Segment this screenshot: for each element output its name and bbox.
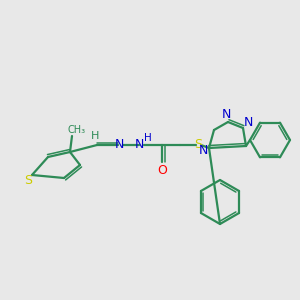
Text: N: N [134,139,144,152]
Text: O: O [157,164,167,176]
Text: S: S [24,173,32,187]
Text: N: N [198,143,208,157]
Text: S: S [194,137,202,151]
Text: N: N [243,116,253,130]
Text: H: H [91,131,99,141]
Text: CH₃: CH₃ [68,125,86,135]
Text: N: N [114,139,124,152]
Text: N: N [221,109,231,122]
Text: H: H [144,133,152,143]
